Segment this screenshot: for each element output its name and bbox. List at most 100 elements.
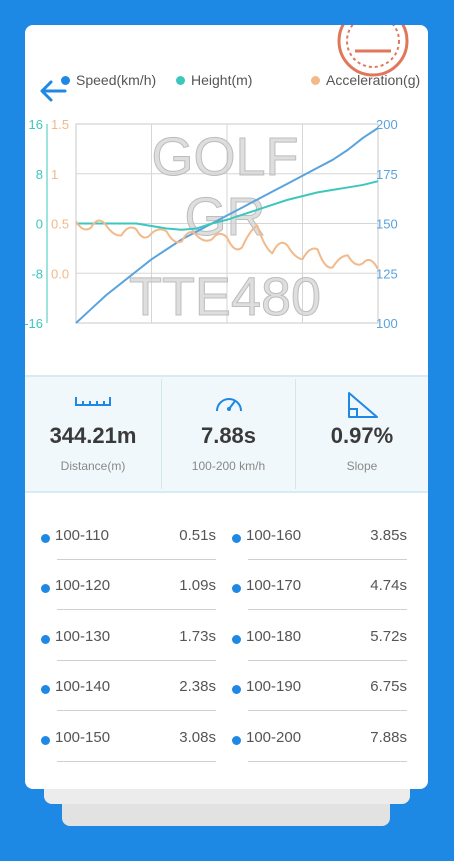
split-item: 100-130 1.73s xyxy=(41,628,216,678)
legend-height-label: Height(m) xyxy=(191,72,253,88)
acceleration-tick-label: 1.5 xyxy=(51,117,69,132)
split-item: 100-160 3.85s xyxy=(232,527,407,577)
watermark-text: TTE480 xyxy=(129,267,321,327)
split-range: 100-200 xyxy=(246,729,302,746)
stat-divider xyxy=(295,379,296,489)
height-tick-label: 16 xyxy=(29,117,43,132)
split-range: 100-190 xyxy=(246,678,302,695)
acceleration-tick-label: 1 xyxy=(51,167,58,182)
series-line-height_left xyxy=(76,180,379,231)
distance-label: Distance(m) xyxy=(60,459,126,473)
split-time: 3.08s xyxy=(179,729,216,746)
split-time: 5.72s xyxy=(370,628,407,645)
split-divider xyxy=(57,559,216,560)
slope-label: Slope xyxy=(346,459,378,473)
split-dot xyxy=(41,534,50,543)
split-range: 100-170 xyxy=(246,577,302,594)
height-tick-label: 8 xyxy=(36,167,43,182)
time-label: 100-200 km/h xyxy=(191,459,266,473)
split-dot xyxy=(232,534,241,543)
split-time: 1.73s xyxy=(179,628,216,645)
speed-height-acceleration-chart: 16 8 0 -8 -16 1.5 1 0.5 0.0 200 175 150 125 100 GOLFG… xyxy=(25,117,398,331)
height-tick-label: 0 xyxy=(36,217,43,232)
legend-height-dot xyxy=(176,75,185,85)
split-divider xyxy=(57,710,216,711)
series-line-speed_right xyxy=(75,127,379,324)
split-time: 7.88s xyxy=(370,729,407,746)
back-arrow-icon[interactable] xyxy=(35,73,71,109)
split-item: 100-190 6.75s xyxy=(232,678,407,728)
split-range: 100-120 xyxy=(55,577,111,594)
stat-slope: 0.97% Slope xyxy=(296,377,428,491)
chart-series xyxy=(75,127,379,324)
split-range: 100-140 xyxy=(55,678,111,695)
split-divider xyxy=(248,559,407,560)
split-time: 6.75s xyxy=(370,678,407,695)
split-dot xyxy=(232,635,241,644)
watermark-text: GOLF xyxy=(151,127,298,187)
acceleration-tick-label: 0.5 xyxy=(51,217,69,232)
split-divider xyxy=(57,761,216,762)
stat-divider xyxy=(161,379,162,489)
slope-value: 0.97% xyxy=(330,423,394,448)
ruler-icon xyxy=(75,397,111,406)
height-tick-label: -8 xyxy=(31,266,43,281)
legend-speed: Speed(km/h) xyxy=(61,72,156,88)
speed-tick-label: 200 xyxy=(376,117,398,132)
split-divider xyxy=(248,660,407,661)
stats-panel: 344.21m Distance(m) 7.88s 100-200 km/h 0… xyxy=(25,375,428,493)
split-divider xyxy=(57,609,216,610)
acceleration-tick-label: 0.0 xyxy=(51,266,69,281)
speed-tick-label: 150 xyxy=(376,217,398,232)
split-item: 100-200 7.88s xyxy=(232,729,407,779)
split-time: 4.74s xyxy=(370,577,407,594)
speed-tick-label: 175 xyxy=(376,167,398,182)
split-divider xyxy=(57,660,216,661)
stat-time: 7.88s 100-200 km/h xyxy=(162,377,295,491)
split-item: 100-110 0.51s xyxy=(41,527,216,577)
legend-speed-dot xyxy=(61,75,70,85)
split-item: 100-120 1.09s xyxy=(41,577,216,627)
split-item: 100-150 3.08s xyxy=(41,729,216,779)
split-range: 100-180 xyxy=(246,628,302,645)
split-range: 100-150 xyxy=(55,729,111,746)
split-dot xyxy=(41,685,50,694)
split-dot xyxy=(232,584,241,593)
split-dot xyxy=(41,584,50,593)
stat-distance: 344.21m Distance(m) xyxy=(25,377,161,491)
height-tick-label: -16 xyxy=(25,316,43,331)
split-divider xyxy=(248,761,407,762)
split-divider xyxy=(248,609,407,610)
split-time: 2.38s xyxy=(179,678,216,695)
series-line-acceleration xyxy=(75,219,379,270)
result-card: Speed(km/h) Height(m) Acceleration(g) 16… xyxy=(25,25,428,789)
legend-height: Height(m) xyxy=(176,72,252,88)
split-time: 3.85s xyxy=(370,527,407,544)
legend-speed-label: Speed(km/h) xyxy=(76,72,157,88)
speed-tick-label: 100 xyxy=(376,316,398,331)
split-item: 100-180 5.72s xyxy=(232,628,407,678)
distance-value: 344.21m xyxy=(49,423,137,448)
split-range: 100-130 xyxy=(55,628,111,645)
slope-icon xyxy=(348,392,378,418)
split-dot xyxy=(41,635,50,644)
split-dot xyxy=(232,685,241,694)
chart-tick-labels: 16 8 0 -8 -16 1.5 1 0.5 0.0 200 175 150 125 100 xyxy=(25,117,398,331)
legend-acceleration-dot xyxy=(311,75,320,85)
split-time: 0.51s xyxy=(179,527,216,544)
split-time: 1.09s xyxy=(179,577,216,594)
speed-tick-label: 125 xyxy=(376,266,398,281)
legend-acceleration-label: Acceleration(g) xyxy=(326,72,421,88)
split-dot xyxy=(41,736,50,745)
split-dot xyxy=(232,736,241,745)
split-item: 100-170 4.74s xyxy=(232,577,407,627)
speedometer-icon xyxy=(215,398,242,412)
split-range: 100-160 xyxy=(246,527,302,544)
time-value: 7.88s xyxy=(200,423,257,448)
stamp-icon xyxy=(337,25,409,77)
chart-legend: Speed(km/h) Height(m) Acceleration(g) xyxy=(35,72,428,92)
legend-acceleration: Acceleration(g) xyxy=(311,72,420,88)
split-divider xyxy=(248,710,407,711)
split-range: 100-110 xyxy=(55,527,109,544)
